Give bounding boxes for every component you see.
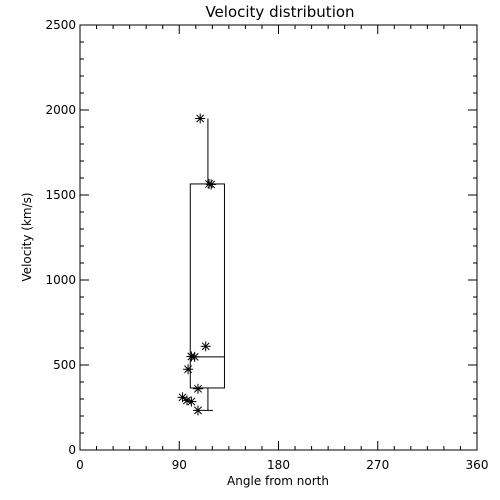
y-tick-label: 2000 [45, 103, 76, 117]
data-point [200, 341, 211, 352]
marker-stroke [184, 365, 193, 374]
x-tick-label: 270 [366, 458, 389, 472]
y-tick-label: 0 [68, 443, 76, 457]
x-axis-label: Angle from north [227, 474, 329, 488]
axis-ticks [79, 24, 478, 451]
marker-stroke [183, 396, 191, 405]
data-point [192, 405, 203, 416]
x-tick-label: 360 [466, 458, 489, 472]
x-tick-label: 0 [76, 458, 84, 472]
data-point [204, 178, 215, 189]
marker-stroke [194, 384, 202, 393]
y-tick-label: 1500 [45, 188, 76, 202]
marker-stroke [194, 406, 202, 415]
data-point [192, 383, 203, 394]
data-point [189, 351, 200, 362]
chart-title: Velocity distribution [205, 3, 354, 21]
y-tick-label: 1000 [45, 273, 76, 287]
marker-stroke [187, 397, 196, 406]
y-tick-label: 500 [53, 358, 76, 372]
marker-stroke [196, 114, 205, 123]
data-points [177, 113, 217, 416]
data-point [183, 364, 194, 375]
marker-stroke [190, 352, 199, 361]
x-tick-label: 90 [172, 458, 187, 472]
x-tick-labels: 0 90 180 270 360 [76, 458, 488, 472]
y-axis-label: Velocity (km/s) [20, 192, 34, 281]
plot-frame [79, 24, 478, 451]
data-point [195, 113, 206, 124]
y-tick-labels: 0 500 1000 1500 2000 2500 [45, 18, 76, 457]
boxplot [189, 118, 225, 411]
data-point [186, 396, 197, 407]
x-tick-label: 180 [267, 458, 290, 472]
marker-stroke [207, 180, 216, 189]
y-tick-label: 2500 [45, 18, 76, 32]
marker-stroke [178, 393, 187, 402]
data-point [206, 179, 217, 190]
marker-stroke [201, 342, 210, 351]
